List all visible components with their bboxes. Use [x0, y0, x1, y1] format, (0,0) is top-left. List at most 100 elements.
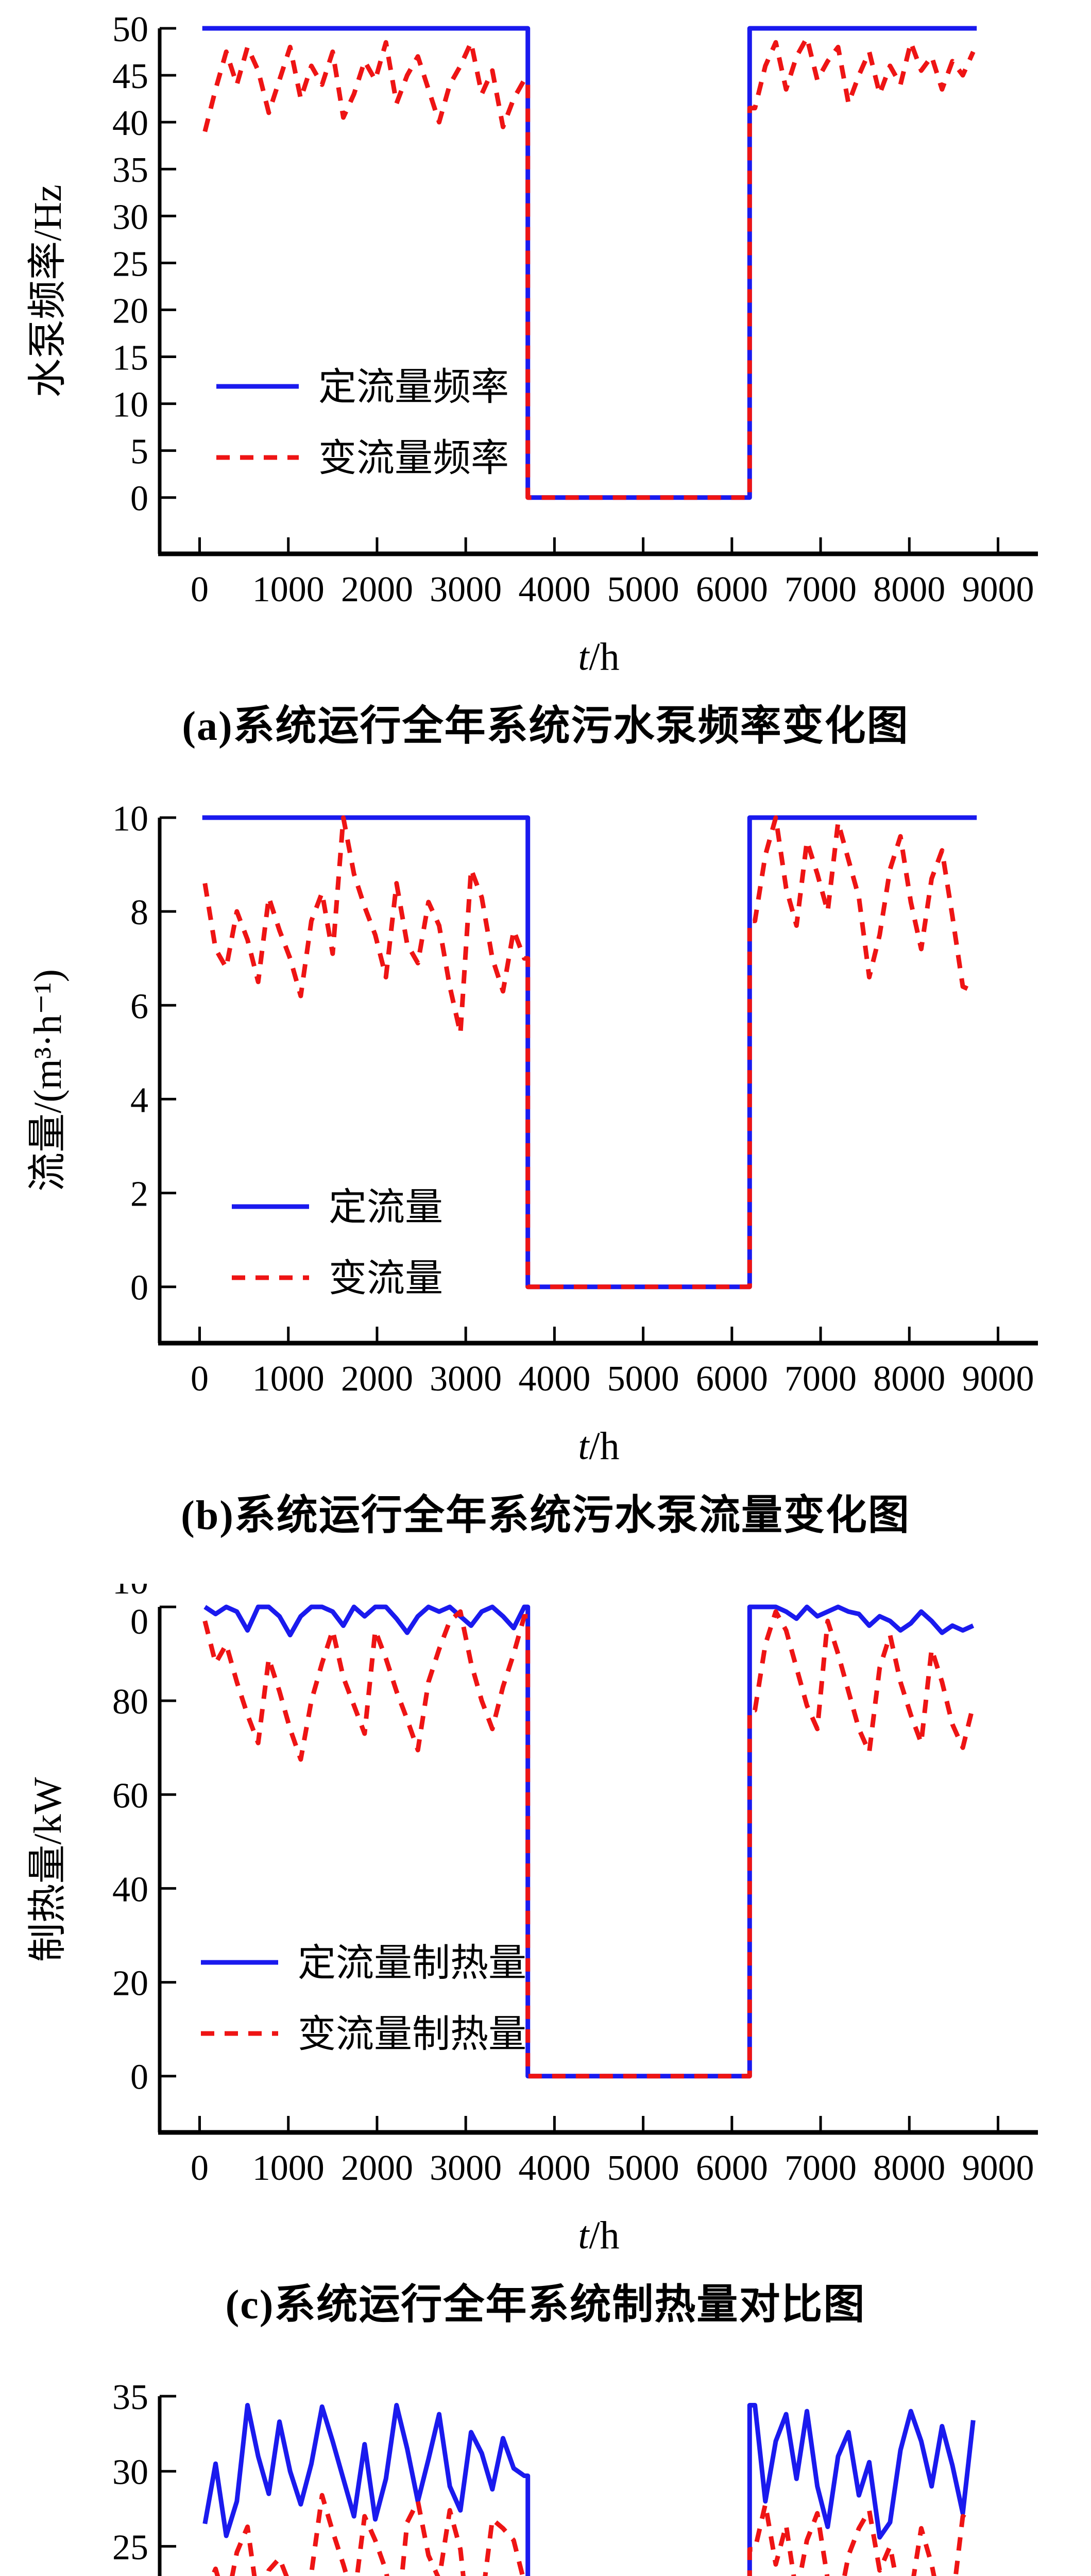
x-tick-label: 8000	[873, 1359, 945, 1399]
y-tick-label: 60	[112, 1776, 148, 1816]
y-tick-label: 35	[112, 2378, 148, 2417]
x-axis-title: t/h	[578, 635, 619, 679]
x-tick-label: 3000	[430, 570, 502, 609]
y-tick-label: 10	[112, 799, 148, 839]
chart-b-canvas: 0 1000 2000 3000 4000 5000 6000 7000 8000 9000 0 2 4…	[26, 799, 1038, 1468]
y-tick-label: 0	[130, 2058, 148, 2097]
y-axis-title: 水泵频率/Hz	[26, 184, 70, 398]
y-tick-label: 10	[112, 385, 148, 425]
x-tick-label: 5000	[607, 2148, 679, 2188]
x-tick-label: 9000	[962, 2148, 1034, 2188]
y-tick-label: 50	[112, 10, 148, 49]
x-tick-label: 3000	[430, 1359, 502, 1399]
y-tick-label: 35	[112, 150, 148, 190]
axes-c: 0 1000 2000 3000 4000 5000 6000 7000 8000 9000 0 20…	[26, 1584, 1038, 2257]
series-line-c-0	[203, 1604, 975, 2079]
panel-a: 0 1000 2000 3000 4000 5000 6000 7000 8000 9000 0 5 1…	[0, 0, 1091, 789]
y-tick-label: 8	[130, 893, 148, 933]
x-tick-label: 1000	[252, 2148, 325, 2188]
x-axis-title: t/h	[578, 2214, 619, 2257]
y-tick-label: 40	[112, 104, 148, 143]
x-tick-label: 2000	[341, 2148, 413, 2188]
series-line-b-0	[202, 815, 977, 1290]
y-axis-title: 流量/(m³·h⁻¹)	[26, 969, 70, 1192]
y-tick-label: 25	[112, 244, 148, 284]
x-tick-label: 9000	[962, 570, 1034, 609]
series-group-c	[202, 1604, 976, 2079]
series-line-d-0	[202, 2403, 976, 2576]
x-tick-label: 9000	[962, 1359, 1034, 1399]
y-tick-label: 40	[112, 1870, 148, 1909]
legend-item-label: 变流量频率	[318, 437, 509, 480]
y-tick-label: 0	[130, 479, 148, 519]
legend-item-label: 定流量制热量	[298, 1942, 526, 1985]
caption-b: (b)系统运行全年系统污水泵流量变化图	[181, 1493, 910, 1538]
x-tick-label: 7000	[785, 1359, 857, 1399]
x-tick-label: 4000	[518, 1359, 590, 1399]
x-tick-label: 7000	[785, 2148, 857, 2188]
axes-b: 0 1000 2000 3000 4000 5000 6000 7000 8000 9000 0 2 4…	[26, 799, 1038, 1468]
x-tick-label: 1000	[252, 570, 325, 609]
series-group-a	[202, 26, 977, 500]
panel-b: 0 1000 2000 3000 4000 5000 6000 7000 8000 9000 0 2 4…	[0, 789, 1091, 1579]
legend-item-label: 变流量制热量	[298, 2013, 526, 2056]
caption-a: (a)系统运行全年系统污水泵频率变化图	[182, 704, 909, 749]
x-axis-title: t/h	[578, 1425, 619, 1468]
x-tick-label: 5000	[607, 1359, 679, 1399]
y-tick-label: 45	[112, 57, 148, 96]
y-tick-label: 80	[112, 1682, 148, 1722]
chart-a-canvas: 0 1000 2000 3000 4000 5000 6000 7000 8000 9000 0 5 1…	[26, 10, 1038, 679]
x-tick-label: 0	[191, 2148, 209, 2188]
axes-a: 0 1000 2000 3000 4000 5000 6000 7000 8000 9000 0 5 1…	[26, 10, 1038, 679]
x-tick-label: 5000	[607, 570, 679, 609]
x-tick-label: 2000	[341, 570, 413, 609]
y-tick-label: 30	[112, 197, 148, 237]
y-tick-label: 30	[112, 2453, 148, 2493]
x-tick-label: 3000	[430, 2148, 502, 2188]
y-tick-label: 0	[130, 1602, 148, 1642]
y-axis-title: 制热量/kW	[26, 1777, 70, 1962]
chart-c-canvas: 0 1000 2000 3000 4000 5000 6000 7000 8000 9000 0 20…	[26, 1584, 1038, 2257]
series-group-d	[202, 2403, 976, 2576]
series-line-d-1	[210, 2493, 975, 2576]
x-tick-label: 8000	[873, 2148, 945, 2188]
x-tick-label: 8000	[873, 570, 945, 609]
series-line-a-0	[202, 26, 977, 500]
x-tick-label: 6000	[696, 570, 768, 609]
x-tick-label: 0	[191, 570, 209, 609]
series-line-c-1	[202, 1609, 976, 2079]
series-line-a-1	[202, 35, 976, 500]
y-tick-label: 20	[112, 291, 148, 331]
x-tick-label: 2000	[341, 1359, 413, 1399]
y-tick-label: 6	[130, 987, 148, 1026]
x-tick-label: 7000	[785, 570, 857, 609]
series-group-b	[202, 815, 977, 1290]
x-tick-label: 1000	[252, 1359, 325, 1399]
x-tick-label: 6000	[696, 2148, 768, 2188]
y-tick-label: 25	[112, 2528, 148, 2567]
y-tick-label: 15	[112, 338, 148, 378]
chart-d-canvas: 0100020003000400050006000700080009000051…	[112, 2378, 976, 2576]
x-tick-label: 4000	[518, 570, 590, 609]
y-tick-label: 4	[130, 1080, 148, 1120]
panel-d: 0100020003000400050006000700080009000051…	[0, 2368, 1091, 2576]
x-tick-label: 4000	[518, 2148, 590, 2188]
axes-d: 0100020003000400050006000700080009000051…	[112, 2378, 176, 2576]
y-tick-label: 5	[130, 432, 148, 472]
legend-item-label: 变流量	[329, 1258, 443, 1300]
panel-c: 0 1000 2000 3000 4000 5000 6000 7000 8000 9000 0 20…	[0, 1579, 1091, 2368]
legend-item-label: 定流量频率	[318, 366, 509, 409]
y-tick-label: 10	[112, 1584, 148, 1602]
x-tick-label: 0	[191, 1359, 209, 1399]
x-tick-label: 6000	[696, 1359, 768, 1399]
series-line-b-1	[202, 815, 975, 1290]
y-tick-label: 2	[130, 1175, 148, 1214]
y-tick-label: 0	[130, 1268, 148, 1308]
y-tick-label: 20	[112, 1964, 148, 2004]
legend-item-label: 定流量	[329, 1187, 443, 1229]
caption-c: (c)系统运行全年系统制热量对比图	[225, 2282, 866, 2328]
